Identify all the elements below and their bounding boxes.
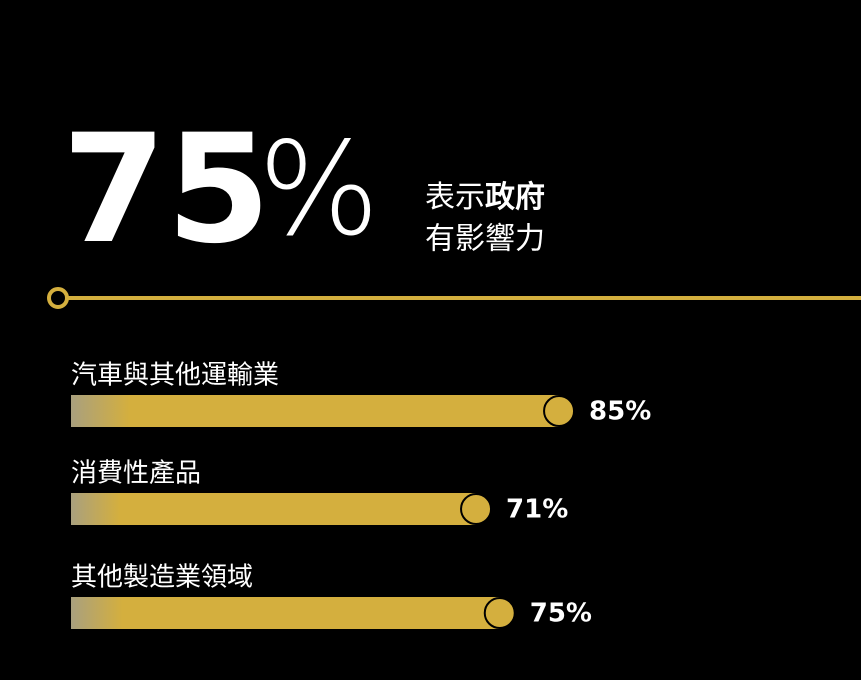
headline-symbol: % [258, 115, 380, 264]
bar-end-cap [543, 395, 576, 427]
value-label: 85% [589, 397, 651, 427]
value-label: 71% [506, 495, 568, 525]
headline-number: 75 [62, 103, 271, 277]
bar-end-cap [460, 493, 493, 525]
headline-text-line2: 有影響力 [425, 222, 545, 257]
value-label: 75% [530, 599, 592, 629]
bar [71, 493, 477, 525]
category-label: 汽車與其他運輸業 [71, 361, 279, 391]
bar [71, 395, 560, 427]
category-label: 其他製造業領域 [71, 563, 253, 593]
divider-ring [47, 287, 69, 309]
headline-text-part: 表示 [425, 180, 485, 215]
headline-text-bold: 政府 [485, 180, 545, 215]
bar [71, 597, 500, 629]
category-label: 消費性產品 [71, 459, 201, 489]
headline-text: 表示政府 [425, 180, 545, 215]
bar-end-cap [483, 597, 516, 629]
